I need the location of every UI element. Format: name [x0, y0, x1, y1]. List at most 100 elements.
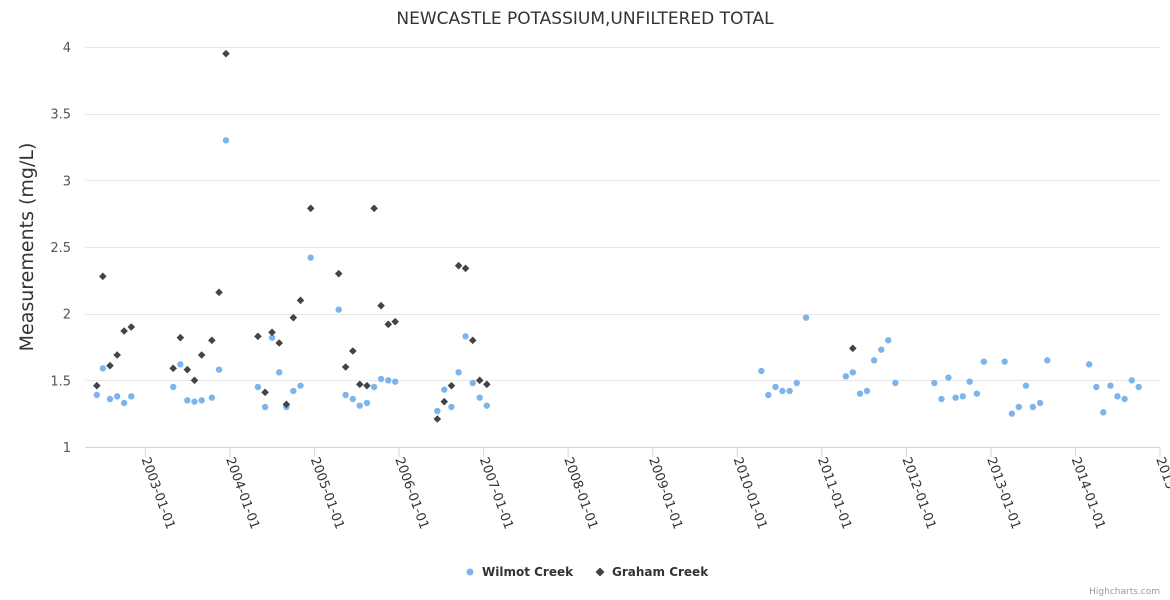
point-wilmot-creek[interactable] [370, 383, 378, 391]
point-wilmot-creek[interactable] [128, 393, 135, 400]
point-wilmot-creek[interactable] [290, 387, 297, 395]
point-graham-creek[interactable] [127, 323, 136, 331]
point-wilmot-creek[interactable] [191, 398, 198, 405]
point-wilmot-creek[interactable] [1107, 382, 1114, 389]
credits-link[interactable]: Highcharts.com [1089, 587, 1160, 597]
point-graham-creek[interactable] [282, 400, 291, 409]
point-wilmot-creek[interactable] [856, 390, 864, 397]
point-graham-creek[interactable] [208, 336, 216, 345]
point-wilmot-creek[interactable] [1114, 393, 1121, 400]
point-wilmot-creek[interactable] [342, 391, 349, 399]
point-wilmot-creek[interactable] [885, 337, 892, 344]
point-wilmot-creek[interactable] [793, 379, 801, 387]
point-wilmot-creek[interactable] [1022, 382, 1030, 389]
point-wilmot-creek[interactable] [772, 383, 779, 391]
point-wilmot-creek[interactable] [377, 375, 385, 383]
point-graham-creek[interactable] [176, 333, 185, 342]
point-wilmot-creek[interactable] [1008, 410, 1016, 417]
point-graham-creek[interactable] [391, 317, 399, 326]
point-wilmot-creek[interactable] [758, 367, 765, 375]
legend-item-wilmot-creek[interactable]: Wilmot Creek [466, 565, 575, 579]
point-graham-creek[interactable] [849, 344, 857, 353]
point-wilmot-creek[interactable] [268, 334, 276, 341]
point-graham-creek[interactable] [349, 347, 357, 355]
point-wilmot-creek[interactable] [779, 387, 786, 395]
point-wilmot-creek[interactable] [1135, 383, 1142, 391]
point-wilmot-creek[interactable] [99, 365, 107, 372]
point-wilmot-creek[interactable] [966, 378, 973, 385]
point-wilmot-creek[interactable] [222, 137, 230, 144]
point-graham-creek[interactable] [454, 261, 463, 270]
point-wilmot-creek[interactable] [802, 314, 810, 321]
point-graham-creek[interactable] [268, 328, 276, 337]
point-graham-creek[interactable] [440, 397, 449, 406]
point-graham-creek[interactable] [93, 381, 101, 390]
point-wilmot-creek[interactable] [1044, 357, 1051, 364]
point-wilmot-creek[interactable] [483, 402, 491, 409]
point-wilmot-creek[interactable] [1100, 409, 1107, 416]
point-graham-creek[interactable] [254, 332, 262, 341]
point-wilmot-creek[interactable] [455, 369, 462, 376]
point-graham-creek[interactable] [113, 351, 121, 359]
point-graham-creek[interactable] [483, 380, 491, 389]
point-graham-creek[interactable] [99, 272, 107, 281]
point-wilmot-creek[interactable] [434, 407, 441, 415]
point-wilmot-creek[interactable] [863, 387, 871, 395]
point-graham-creek[interactable] [261, 388, 269, 397]
point-wilmot-creek[interactable] [1036, 399, 1044, 407]
point-graham-creek[interactable] [183, 365, 192, 374]
point-wilmot-creek[interactable] [1093, 383, 1100, 391]
point-wilmot-creek[interactable] [106, 395, 114, 403]
point-graham-creek[interactable] [461, 264, 470, 273]
point-wilmot-creek[interactable] [448, 403, 455, 411]
point-wilmot-creek[interactable] [959, 393, 966, 400]
point-graham-creek[interactable] [334, 269, 343, 278]
point-graham-creek[interactable] [197, 351, 206, 359]
point-graham-creek[interactable] [468, 336, 477, 345]
point-wilmot-creek[interactable] [198, 397, 205, 404]
point-wilmot-creek[interactable] [945, 374, 952, 381]
point-wilmot-creek[interactable] [349, 395, 357, 403]
point-graham-creek[interactable] [169, 364, 177, 373]
point-wilmot-creek[interactable] [786, 387, 793, 395]
point-graham-creek[interactable] [120, 327, 128, 335]
point-wilmot-creek[interactable] [391, 378, 399, 385]
point-wilmot-creek[interactable] [208, 394, 216, 401]
point-wilmot-creek[interactable] [184, 397, 191, 404]
point-wilmot-creek[interactable] [297, 382, 304, 389]
point-wilmot-creek[interactable] [1121, 395, 1128, 403]
point-wilmot-creek[interactable] [938, 395, 945, 403]
point-wilmot-creek[interactable] [1015, 403, 1022, 411]
point-wilmot-creek[interactable] [973, 390, 981, 397]
point-wilmot-creek[interactable] [765, 391, 772, 399]
point-graham-creek[interactable] [370, 204, 378, 213]
point-graham-creek[interactable] [363, 381, 371, 390]
point-graham-creek[interactable] [106, 361, 114, 370]
point-graham-creek[interactable] [306, 204, 315, 213]
point-graham-creek[interactable] [341, 363, 350, 371]
point-graham-creek[interactable] [215, 288, 223, 297]
point-wilmot-creek[interactable] [849, 369, 857, 376]
point-wilmot-creek[interactable] [1001, 358, 1008, 365]
point-wilmot-creek[interactable] [1128, 377, 1135, 384]
point-wilmot-creek[interactable] [120, 399, 128, 407]
point-wilmot-creek[interactable] [177, 361, 184, 368]
point-wilmot-creek[interactable] [1029, 403, 1037, 411]
point-graham-creek[interactable] [384, 320, 393, 329]
point-wilmot-creek[interactable] [1085, 361, 1093, 368]
point-graham-creek[interactable] [433, 415, 442, 423]
point-graham-creek[interactable] [222, 49, 230, 58]
point-wilmot-creek[interactable] [215, 366, 223, 373]
point-wilmot-creek[interactable] [441, 386, 448, 393]
point-graham-creek[interactable] [190, 376, 199, 385]
point-graham-creek[interactable] [289, 313, 298, 322]
point-graham-creek[interactable] [296, 296, 305, 305]
point-wilmot-creek[interactable] [356, 402, 363, 409]
point-graham-creek[interactable] [275, 339, 284, 347]
point-wilmot-creek[interactable] [980, 358, 988, 365]
point-graham-creek[interactable] [377, 301, 385, 310]
point-wilmot-creek[interactable] [385, 377, 392, 384]
point-wilmot-creek[interactable] [276, 369, 283, 376]
point-wilmot-creek[interactable] [363, 399, 371, 407]
point-wilmot-creek[interactable] [335, 306, 342, 313]
